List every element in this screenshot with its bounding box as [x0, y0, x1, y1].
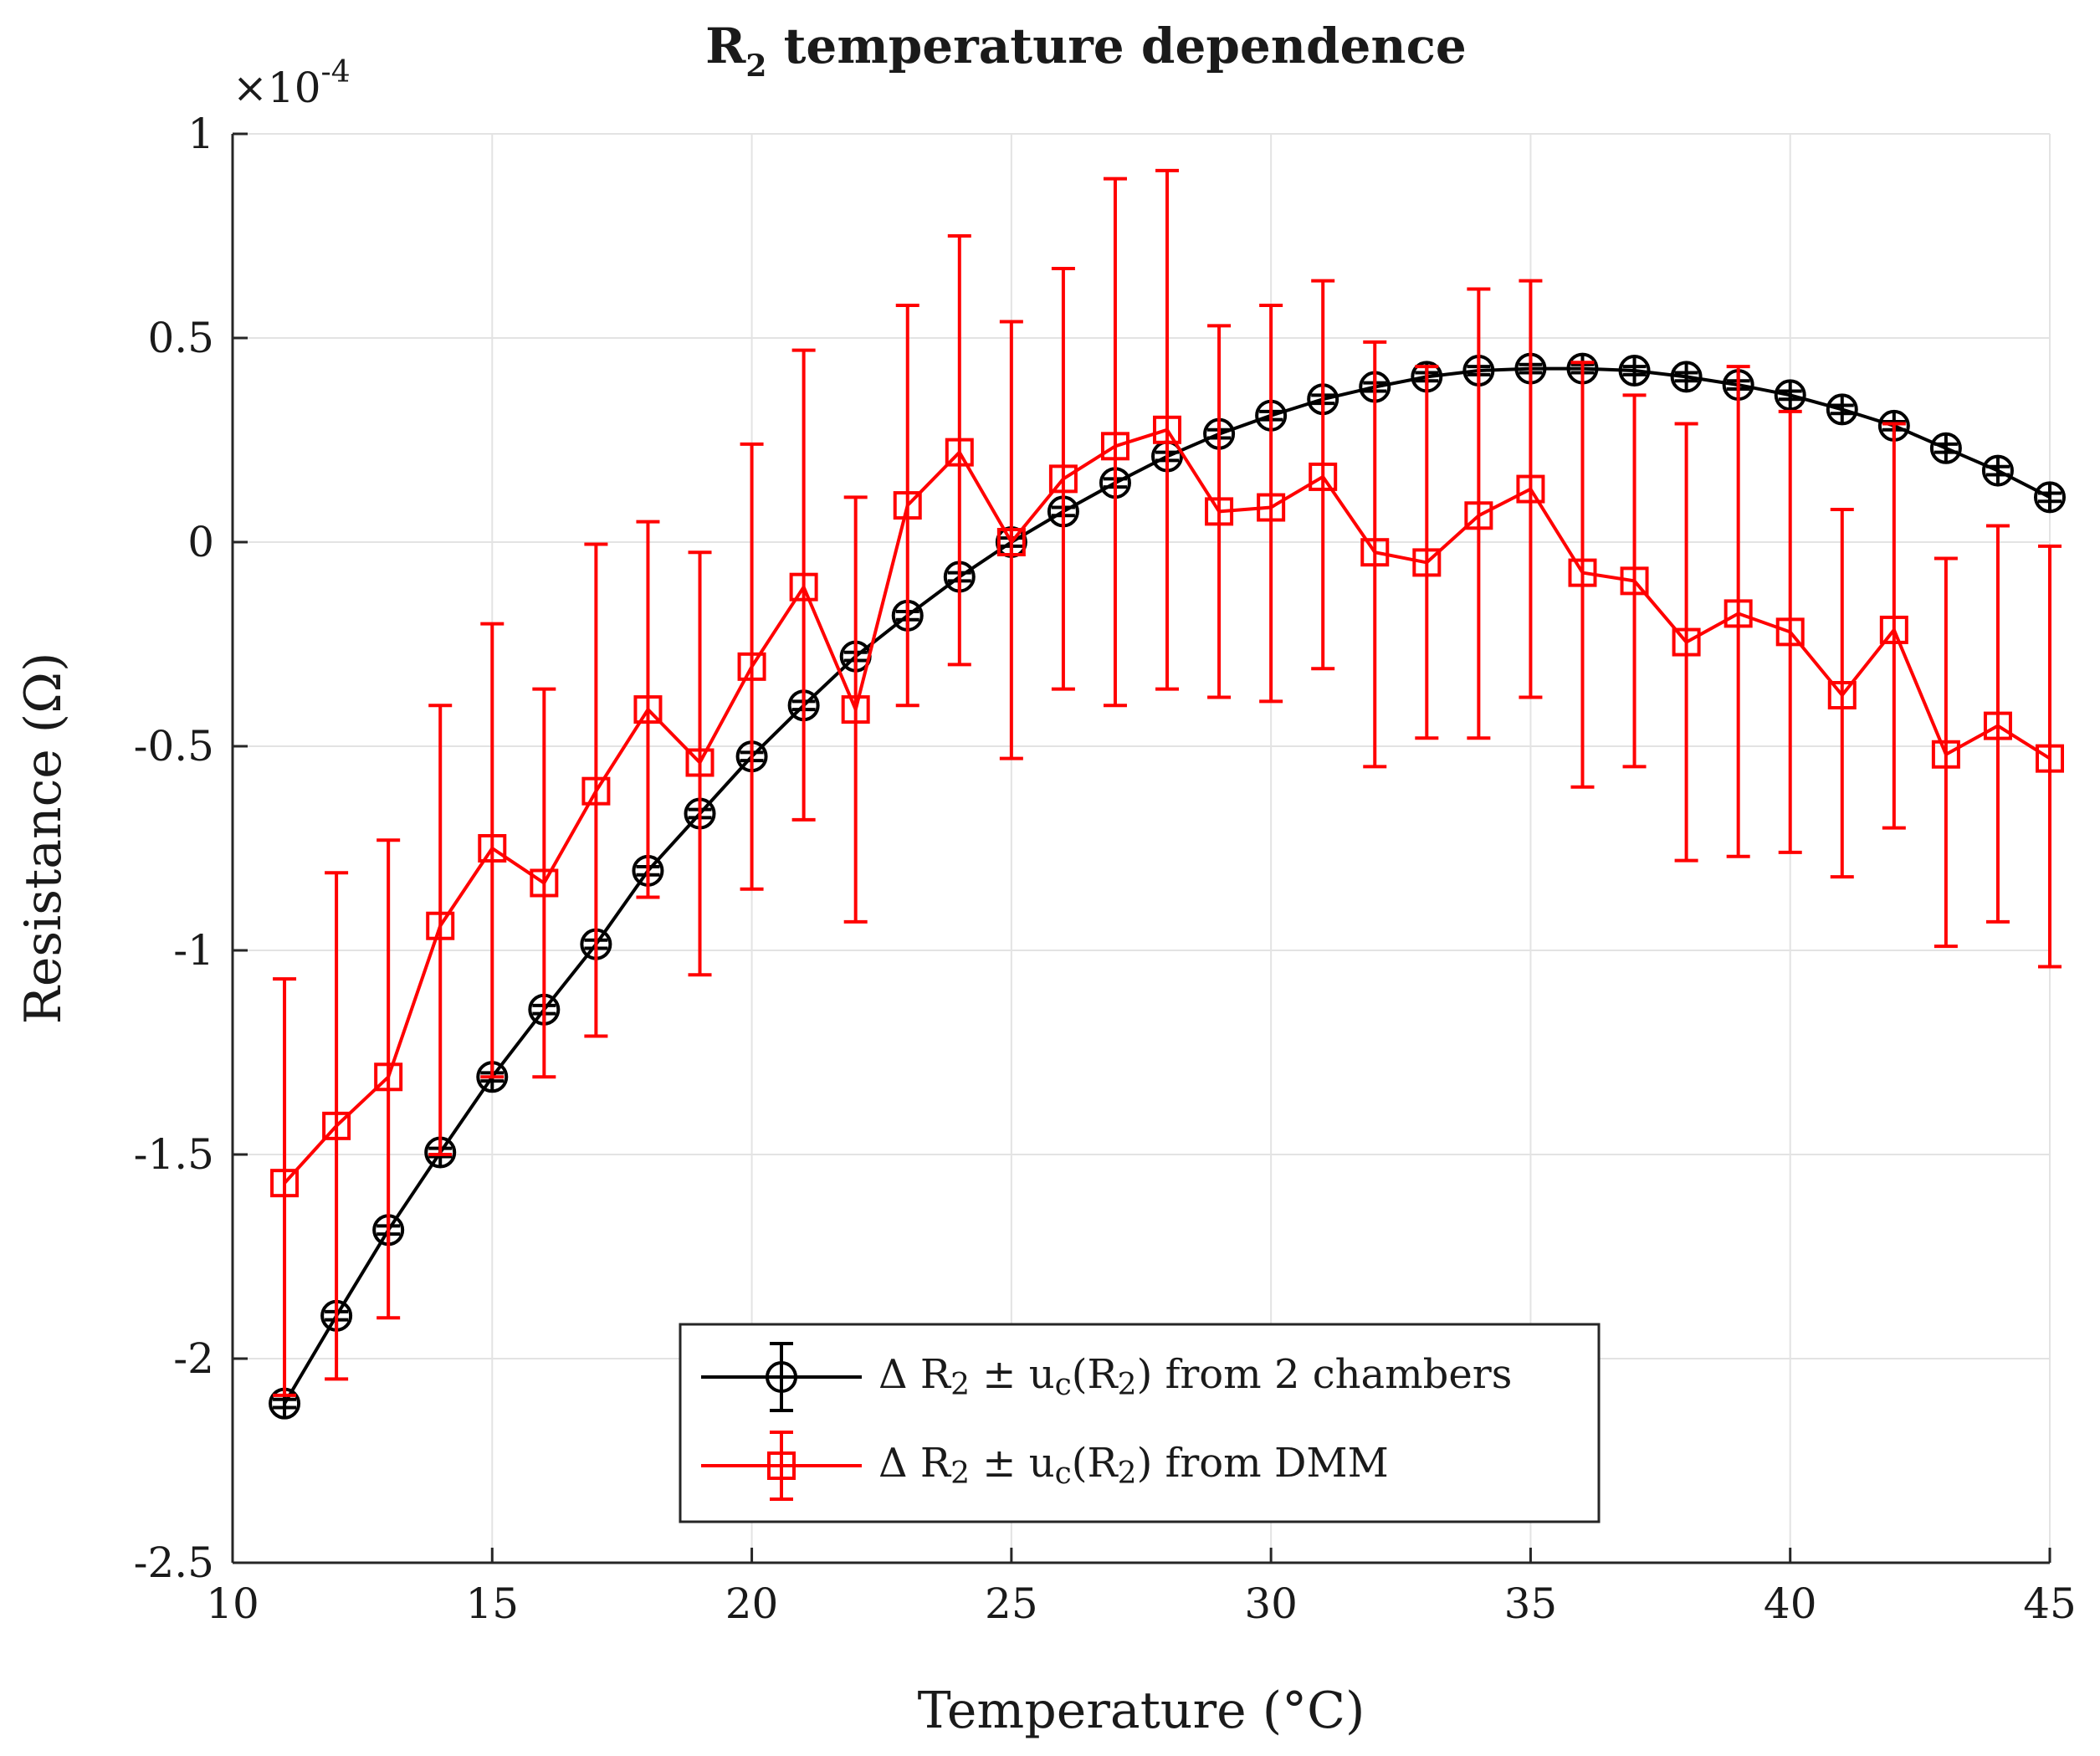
point-1-13 [945, 438, 974, 467]
point-1-23 [1464, 501, 1493, 530]
point-1-14 [996, 528, 1026, 556]
point-1-29 [1775, 617, 1805, 647]
point-1-2 [374, 1062, 403, 1092]
y-tick-label-3: -0.5 [134, 722, 214, 770]
point-1-25 [1568, 558, 1597, 587]
point-1-17 [1153, 415, 1182, 444]
x-axis-title: Temperature (°C) [918, 1682, 1365, 1740]
point-1-9 [737, 652, 766, 681]
point-1-34 [2036, 744, 2064, 773]
tick-labels: 10 15 20 25 30 35 40 45 1 0.5 0 -0.5 -1 -1.5 -2 -2.5 [134, 110, 2077, 1628]
point-1-24 [1516, 474, 1545, 504]
y-multiplier: ×10-4 [233, 55, 351, 112]
point-1-31 [1879, 615, 1908, 644]
y-tick-label-6: -2 [173, 1334, 214, 1383]
point-1-33 [1983, 711, 2012, 740]
point-1-27 [1672, 627, 1701, 657]
point-1-7 [633, 695, 663, 724]
point-1-1 [322, 1111, 351, 1140]
point-1-26 [1620, 566, 1649, 596]
x-tick-label-1: 15 [465, 1579, 519, 1628]
point-1-20 [1309, 462, 1338, 491]
point-1-6 [581, 776, 611, 806]
series-group [269, 168, 2066, 1420]
point-1-30 [1827, 681, 1857, 709]
point-1-10 [789, 572, 818, 602]
x-tick-label-0: 10 [206, 1579, 259, 1628]
point-1-19 [1257, 493, 1286, 522]
legend-item-two-chambers: Δ R2 ± uc(R2) from 2 chambers [701, 1342, 1512, 1412]
series-line-1 [283, 427, 2051, 1185]
point-1-11 [841, 695, 870, 724]
legend-item-dmm: Δ R2 ± uc(R2) from DMM [701, 1431, 1389, 1501]
y-tick-label-1: 0.5 [147, 314, 214, 362]
axes [231, 132, 2051, 1564]
legend-marker-circle-icon [766, 1361, 797, 1393]
legend-marker-square-icon [767, 1451, 796, 1480]
point-1-3 [426, 911, 455, 940]
y-tick-label-2: 0 [187, 518, 214, 566]
y-axis-title: Resistance (Ω) [14, 653, 73, 1025]
chart-title: R2 temperature dependence [705, 18, 1467, 84]
point-1-5 [530, 868, 559, 898]
y-tick-label-0: 1 [187, 110, 214, 158]
point-1-4 [478, 834, 507, 863]
point-1-16 [1100, 432, 1129, 461]
x-tick-label-3: 25 [985, 1579, 1038, 1628]
point-1-21 [1360, 538, 1390, 567]
x-tick-label-4: 30 [1244, 1579, 1298, 1628]
point-1-15 [1048, 464, 1078, 494]
point-1-28 [1724, 599, 1753, 628]
series-1 [270, 168, 2064, 1397]
y-tick-label-4: -1 [173, 926, 214, 975]
legend: Δ R2 ± uc(R2) from 2 chambers Δ R2 ± uc(… [679, 1323, 1601, 1523]
x-tick-label-7: 45 [2023, 1579, 2077, 1628]
legend-label-two-chambers: Δ R2 ± uc(R2) from 2 chambers [878, 1351, 1512, 1403]
x-tick-label-6: 40 [1764, 1579, 1817, 1628]
x-tick-label-2: 20 [725, 1579, 779, 1628]
y-tick-label-5: -1.5 [134, 1130, 214, 1179]
legend-box [679, 1323, 1601, 1523]
x-tick-label-5: 35 [1504, 1579, 1558, 1628]
point-1-8 [685, 748, 715, 777]
legend-label-dmm: Δ R2 ± uc(R2) from DMM [878, 1440, 1389, 1492]
point-1-18 [1205, 497, 1234, 526]
point-1-22 [1412, 548, 1442, 577]
y-tick-label-7: -2.5 [134, 1538, 214, 1587]
point-1-32 [1931, 740, 1960, 769]
point-1-0 [270, 1169, 300, 1198]
point-1-12 [893, 491, 922, 520]
